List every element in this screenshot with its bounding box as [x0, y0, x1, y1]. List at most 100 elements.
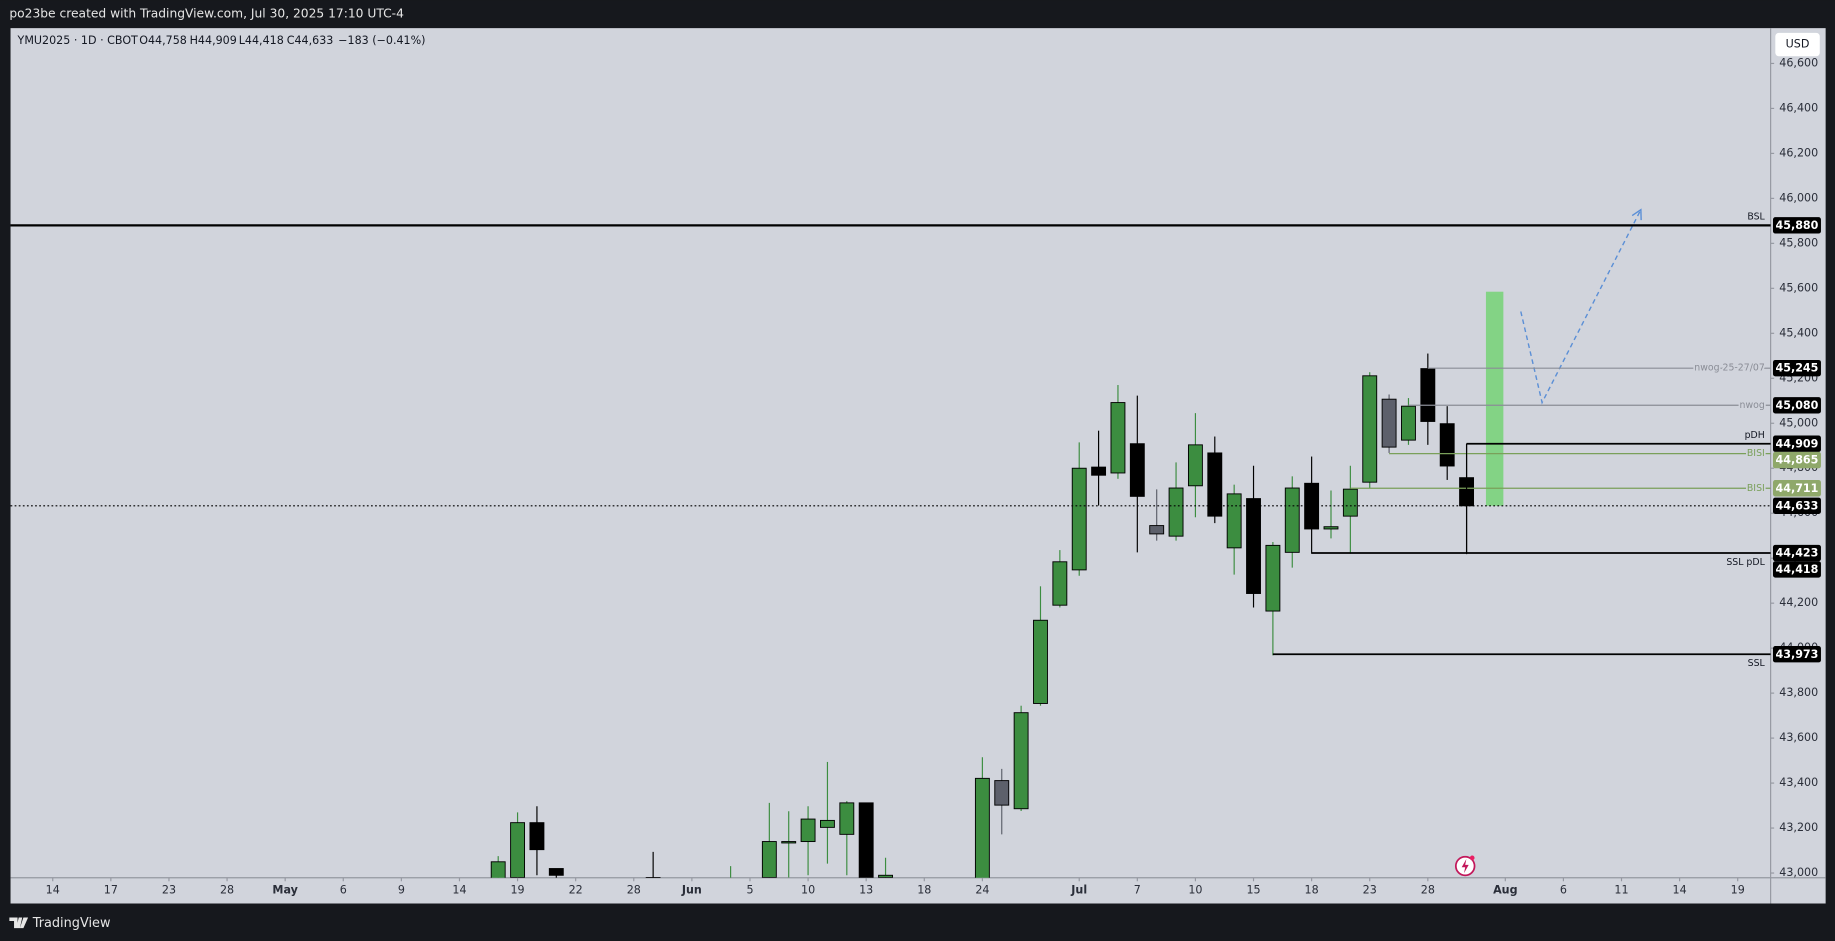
y-tick-label: 43,800	[1779, 686, 1818, 699]
plot-area	[490, 208, 1642, 878]
candle-body	[1052, 561, 1068, 606]
y-tick-label: 44,200	[1779, 596, 1818, 609]
x-tick-label: 11	[1614, 884, 1628, 897]
x-tick-label: 18	[1305, 884, 1319, 897]
candle-body	[1362, 375, 1378, 483]
x-tick-label: 5	[746, 884, 753, 897]
y-tick-label: 45,600	[1779, 281, 1818, 294]
x-tick-label: Aug	[1493, 884, 1518, 897]
candle-body	[529, 822, 545, 851]
candle-body	[1013, 712, 1029, 810]
candle-body	[994, 780, 1010, 806]
x-tick-label: 14	[1673, 884, 1687, 897]
y-tick-label: 43,200	[1779, 821, 1818, 834]
logo-mark	[9, 917, 29, 929]
y-tick-label: 43,000	[1779, 866, 1818, 879]
price-tag-label: 43,973	[1776, 648, 1819, 661]
candle-body	[781, 841, 797, 844]
price-tag	[1772, 544, 1821, 562]
candle-body	[1226, 493, 1242, 549]
candle-body	[1033, 619, 1048, 704]
y-tick-label: 45,000	[1779, 416, 1818, 429]
price-tag	[1772, 217, 1821, 234]
levels: BSL nwog 25-27/07 nwog pDH BISI BISI SSL pDL SS…	[10, 212, 1771, 669]
candle-body	[1284, 487, 1300, 553]
price-tag-label: 44,711	[1776, 482, 1819, 495]
price-tag-label: 44,633	[1776, 499, 1819, 512]
candle-body	[645, 877, 661, 878]
candle-body	[548, 868, 564, 876]
candle-body	[839, 802, 855, 835]
price-tag-label: 44,418	[1776, 563, 1819, 576]
y-tick-label: 43,600	[1779, 731, 1818, 744]
currency-button[interactable]	[1775, 32, 1820, 57]
quick-action-icon[interactable]	[1454, 855, 1476, 877]
level-label: nwog 25-27/07	[1694, 363, 1765, 374]
level-label: SSL pDL	[1726, 557, 1765, 568]
open: O44,758	[139, 34, 187, 47]
candle-body	[1149, 525, 1165, 535]
candle-body	[1323, 526, 1339, 530]
price-tag	[1772, 435, 1821, 452]
price-tag-label: 45,880	[1776, 219, 1819, 232]
y-tick-label: 45,800	[1779, 236, 1818, 249]
y-tick-label: 46,000	[1779, 191, 1818, 204]
x-tick-label: 10	[801, 884, 815, 897]
x-tick-label: 23	[1363, 884, 1377, 897]
x-tick-label: Jun	[681, 884, 702, 897]
symbol: YMU2025 · 1D · CBOT	[17, 34, 139, 47]
candle-body	[800, 818, 816, 843]
legend-header: YMU2025 · 1D · CBOT O44,758 H44,909 L44,…	[17, 34, 426, 47]
price-tag	[1772, 480, 1821, 497]
x-tick-label: May	[272, 884, 298, 897]
high: H44,909	[190, 34, 237, 47]
x-tick-label: 23	[162, 884, 176, 897]
candle-body	[1342, 488, 1358, 517]
price-tag	[1772, 359, 1821, 377]
x-tick-label: Jul	[1070, 884, 1087, 897]
candle-body	[1381, 398, 1397, 448]
x-tick-label: 28	[627, 884, 641, 897]
candle-body	[510, 822, 526, 878]
level-label: BISI	[1747, 448, 1765, 459]
candle-body	[1168, 487, 1184, 537]
x-tick-label: 6	[340, 884, 347, 897]
candle-body	[858, 802, 874, 878]
footer-logo	[9, 917, 29, 929]
icon-dot	[1469, 855, 1475, 861]
candle-body	[1129, 443, 1145, 497]
x-tick-label: 17	[104, 884, 118, 897]
close: C44,633	[287, 34, 334, 47]
x-tick-label: 14	[452, 884, 466, 897]
x-tick-label: 19	[510, 884, 524, 897]
candle-body	[761, 841, 777, 878]
x-tick-label: 28	[220, 884, 234, 897]
candle-body	[1071, 467, 1087, 571]
x-tick-label: 10	[1188, 884, 1202, 897]
icon-bolt[interactable]	[1461, 859, 1469, 874]
low: L44,418	[239, 34, 284, 47]
candle-body	[820, 819, 835, 828]
level-label: nwog	[1740, 400, 1765, 411]
price-tag-label: 44,909	[1776, 437, 1819, 450]
x-tick-label: 7	[1134, 884, 1141, 897]
currency[interactable]: USD	[1786, 38, 1810, 51]
price-tag	[1772, 646, 1821, 663]
candle-body	[1110, 402, 1126, 474]
candle-body	[878, 874, 893, 878]
price-tag	[1772, 397, 1821, 414]
x-tick-label: 22	[569, 884, 583, 897]
level-label: BSL	[1747, 212, 1765, 223]
candle-body	[1265, 544, 1281, 612]
candle-body	[1187, 444, 1203, 487]
y-tick-label: 43,400	[1779, 776, 1818, 789]
y-tick-label: 46,200	[1779, 146, 1818, 159]
x-tick-label: 15	[1246, 884, 1260, 897]
footer-brand: TradingView	[32, 916, 111, 931]
price-tag-label: 44,423	[1776, 547, 1819, 560]
change: −183 (−0.41%)	[338, 34, 425, 47]
candle-body	[1091, 466, 1107, 476]
candle-body	[1246, 498, 1261, 594]
x-tick-label: 6	[1560, 884, 1567, 897]
x-tick-label: 24	[975, 884, 989, 897]
